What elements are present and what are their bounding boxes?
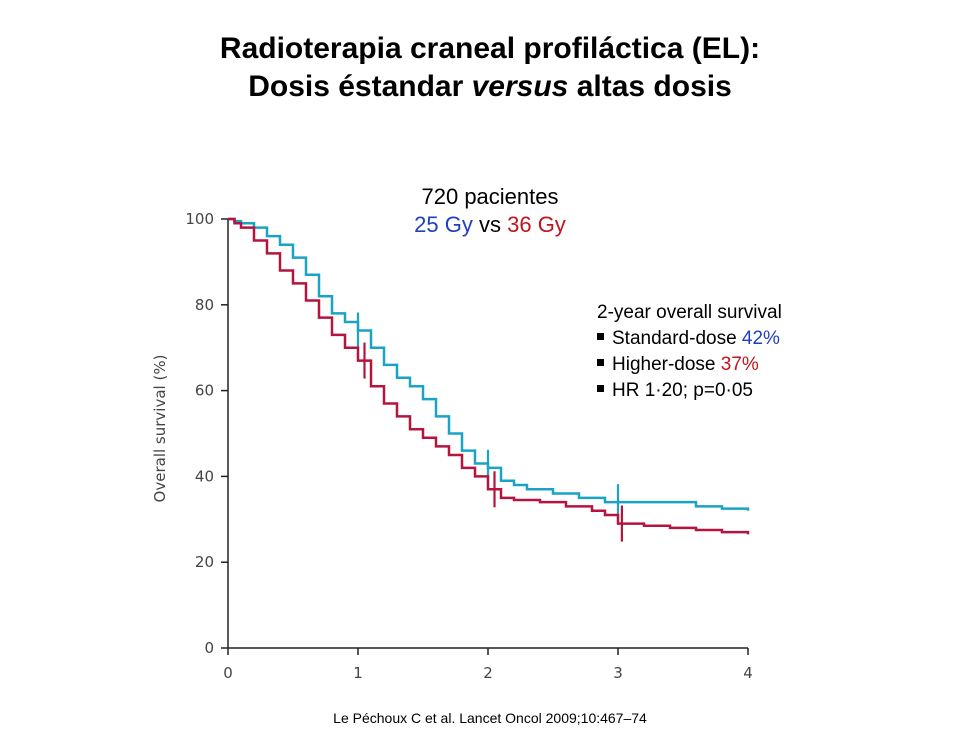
vs-label: vs (472, 212, 508, 237)
title-line-1: Radioterapia craneal profiláctica (EL): (219, 32, 761, 65)
chart-legend: 2-year overall survival Standard-dose 42… (597, 300, 782, 404)
x-tick-label: 0 (223, 664, 233, 682)
slide-title: Radioterapia craneal profiláctica (EL): … (0, 30, 980, 106)
y-tick-label: 60 (195, 382, 214, 400)
survival-curve-standard-dose (228, 217, 750, 511)
title-line-2-pre: Dosis éstandar (248, 70, 472, 103)
legend-item-standard-label: Standard-dose (612, 328, 742, 349)
title-line-2-post: altas dosis (568, 70, 732, 103)
bullet-square-icon (597, 359, 604, 367)
legend-item-hr-label: HR 1·20; p=0·05 (612, 380, 753, 401)
legend-item-higher-value: 37% (720, 354, 759, 375)
y-tick-label: 0 (204, 639, 214, 657)
chart-series (228, 217, 750, 542)
legend-item-standard: Standard-dose 42% (597, 326, 782, 352)
y-tick-label: 100 (185, 210, 214, 228)
title-line-2: Dosis éstandar versus altas dosis (0, 68, 980, 106)
x-tick-label: 2 (483, 664, 493, 682)
legend-item-higher-label: Higher-dose (612, 354, 721, 375)
x-tick-label: 1 (353, 664, 363, 682)
arm-a-label: 25 Gy (414, 212, 473, 237)
chart-subhead: 720 pacientes 25 Gy vs 36 Gy (330, 183, 650, 239)
patients-count: 720 pacientes (421, 184, 559, 209)
legend-item-standard-value: 42% (741, 328, 780, 349)
x-tick-label: 3 (613, 664, 623, 682)
legend-item-higher: Higher-dose 37% (597, 352, 782, 378)
y-tick-label: 20 (195, 553, 214, 571)
survival-curve-higher-dose (228, 217, 750, 535)
y-axis-label: Overall survival (%) (151, 355, 169, 503)
citation: Le Péchoux C et al. Lancet Oncol 2009;10… (333, 710, 647, 726)
dose-comparison: 25 Gy vs 36 Gy (330, 211, 650, 239)
arm-b-label: 36 Gy (507, 212, 566, 237)
bullet-square-icon (597, 385, 604, 393)
legend-item-hr: HR 1·20; p=0·05 (597, 378, 782, 404)
chart-axes: 0 20 40 60 80 100 0 1 2 3 4 Overall survival (%) (151, 210, 753, 682)
x-tick-label: 4 (743, 664, 753, 682)
title-line-2-em: versus (471, 70, 569, 103)
bullet-square-icon (597, 333, 604, 341)
y-tick-label: 40 (195, 467, 214, 485)
legend-heading: 2-year overall survival (597, 302, 782, 323)
y-tick-label: 80 (195, 296, 214, 314)
